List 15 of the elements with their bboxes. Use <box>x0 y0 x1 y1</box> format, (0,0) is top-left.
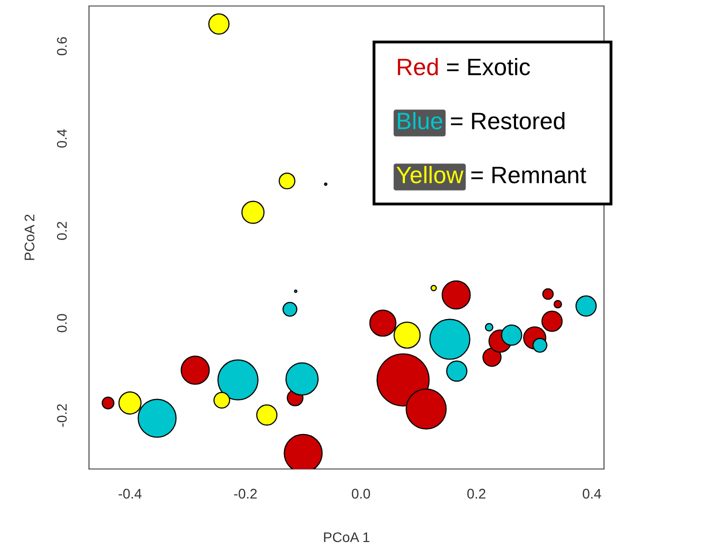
y-tick-label: 0.6 <box>56 37 67 56</box>
x-tick-label: 0.4 <box>582 488 602 499</box>
x-tick-label: 0.2 <box>467 488 486 499</box>
annotation: Blue = Restored <box>398 112 564 130</box>
annotation: Red = Exotic <box>398 58 530 76</box>
y-tick-label: 0.0 <box>56 314 67 332</box>
y-tick-label: 0.2 <box>56 222 67 240</box>
x-tick-label: 0.0 <box>352 488 370 499</box>
x-tick-label: -0.2 <box>234 488 257 499</box>
x-axis-title: PCoA 1 <box>324 532 370 542</box>
y-axis-title: PCoA 2 <box>24 214 34 260</box>
annotation: Yellow = Remnant <box>396 166 586 184</box>
y-tick-label: -0.2 <box>56 404 67 427</box>
x-tick-label: -0.4 <box>118 488 142 499</box>
y-tick-label: 0.4 <box>56 129 67 148</box>
